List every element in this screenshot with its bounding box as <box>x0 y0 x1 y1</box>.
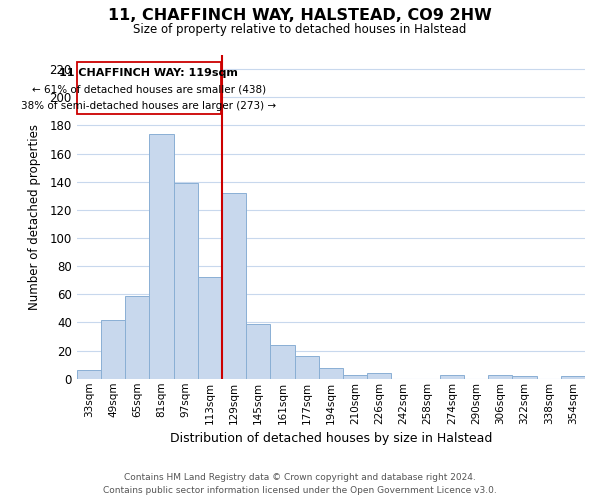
Bar <box>125 296 149 379</box>
Bar <box>512 376 536 379</box>
Y-axis label: Number of detached properties: Number of detached properties <box>28 124 41 310</box>
Bar <box>246 324 271 379</box>
Bar <box>367 373 391 379</box>
Bar <box>488 374 512 379</box>
Text: ← 61% of detached houses are smaller (438): ← 61% of detached houses are smaller (43… <box>32 84 266 94</box>
Bar <box>77 370 101 379</box>
Bar <box>222 193 246 379</box>
Bar <box>343 374 367 379</box>
Bar <box>198 278 222 379</box>
Bar <box>319 368 343 379</box>
Text: 11, CHAFFINCH WAY, HALSTEAD, CO9 2HW: 11, CHAFFINCH WAY, HALSTEAD, CO9 2HW <box>108 8 492 22</box>
X-axis label: Distribution of detached houses by size in Halstead: Distribution of detached houses by size … <box>170 432 492 445</box>
Bar <box>561 376 585 379</box>
Text: Contains HM Land Registry data © Crown copyright and database right 2024.
Contai: Contains HM Land Registry data © Crown c… <box>103 474 497 495</box>
Text: Size of property relative to detached houses in Halstead: Size of property relative to detached ho… <box>133 22 467 36</box>
FancyBboxPatch shape <box>77 62 221 114</box>
Bar <box>440 374 464 379</box>
Bar <box>295 356 319 379</box>
Bar <box>149 134 173 379</box>
Bar <box>101 320 125 379</box>
Bar <box>173 183 198 379</box>
Text: 38% of semi-detached houses are larger (273) →: 38% of semi-detached houses are larger (… <box>21 102 276 112</box>
Bar <box>271 345 295 379</box>
Text: 11 CHAFFINCH WAY: 119sqm: 11 CHAFFINCH WAY: 119sqm <box>59 68 238 78</box>
